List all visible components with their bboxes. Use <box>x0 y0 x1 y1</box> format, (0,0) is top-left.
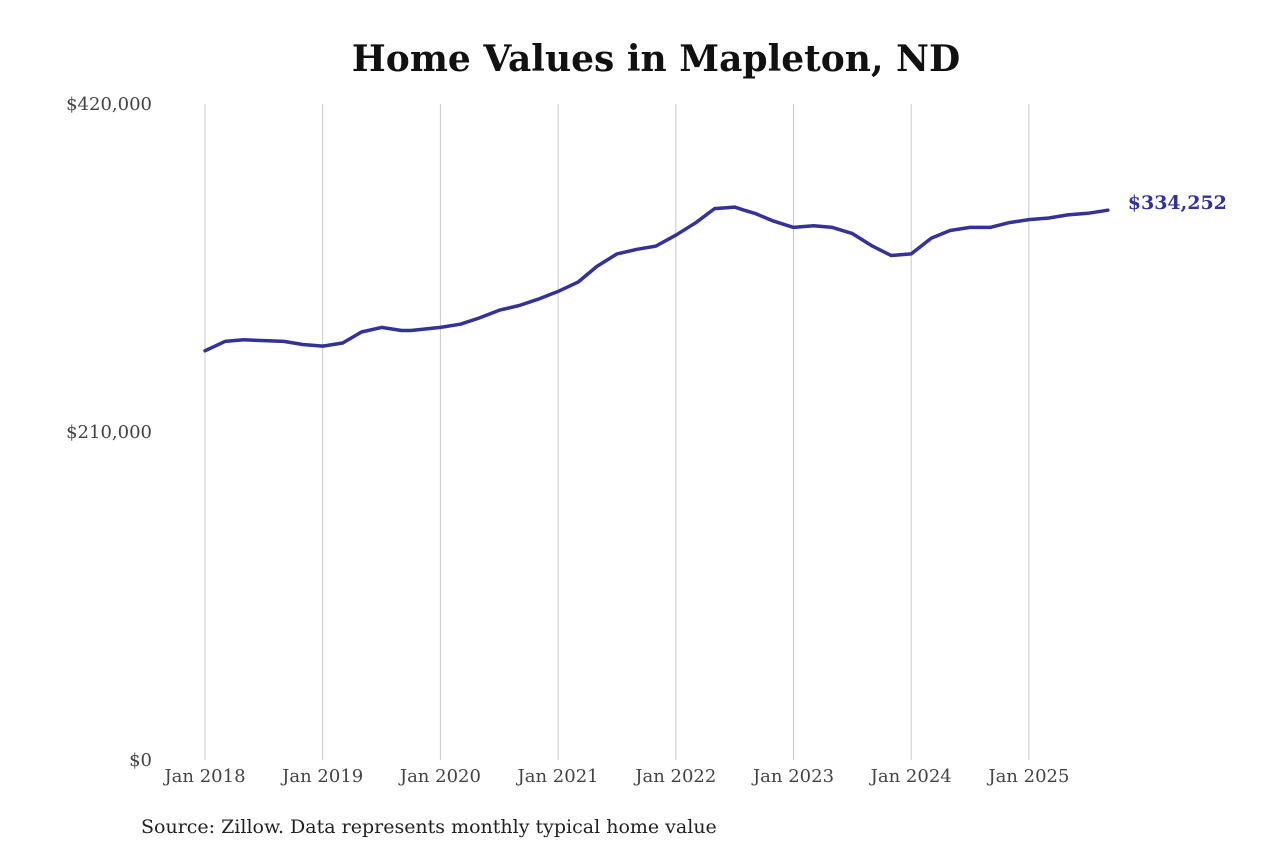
y-tick-label: $0 <box>129 750 152 771</box>
x-tick-label: Jan 2018 <box>162 766 245 787</box>
end-value-label: $334,252 <box>1128 192 1227 214</box>
end-label-layer: $334,252 <box>1128 192 1227 214</box>
source-note: Source: Zillow. Data represents monthly … <box>141 816 717 838</box>
x-tick-label: Jan 2020 <box>398 766 481 787</box>
y-tick-label: $420,000 <box>66 94 152 115</box>
x-tick-label: Jan 2024 <box>869 766 952 787</box>
y-tick-label: $210,000 <box>66 422 152 443</box>
series-line <box>203 205 1110 353</box>
x-tick-label: Jan 2025 <box>986 766 1069 787</box>
x-tick-label: Jan 2019 <box>280 766 363 787</box>
x-tick-label: Jan 2023 <box>751 766 834 787</box>
chart-title: Home Values in Mapleton, ND <box>351 38 961 80</box>
x-tick-label: Jan 2022 <box>633 766 716 787</box>
y-axis: $0 $210,000 $420,000 <box>66 94 152 771</box>
x-tick-label: Jan 2021 <box>516 766 599 787</box>
x-axis: Jan 2018 Jan 2019 Jan 2020 Jan 2021 Jan 2022… <box>162 766 1069 787</box>
gridlines <box>204 104 1030 760</box>
series-layer <box>203 205 1110 353</box>
